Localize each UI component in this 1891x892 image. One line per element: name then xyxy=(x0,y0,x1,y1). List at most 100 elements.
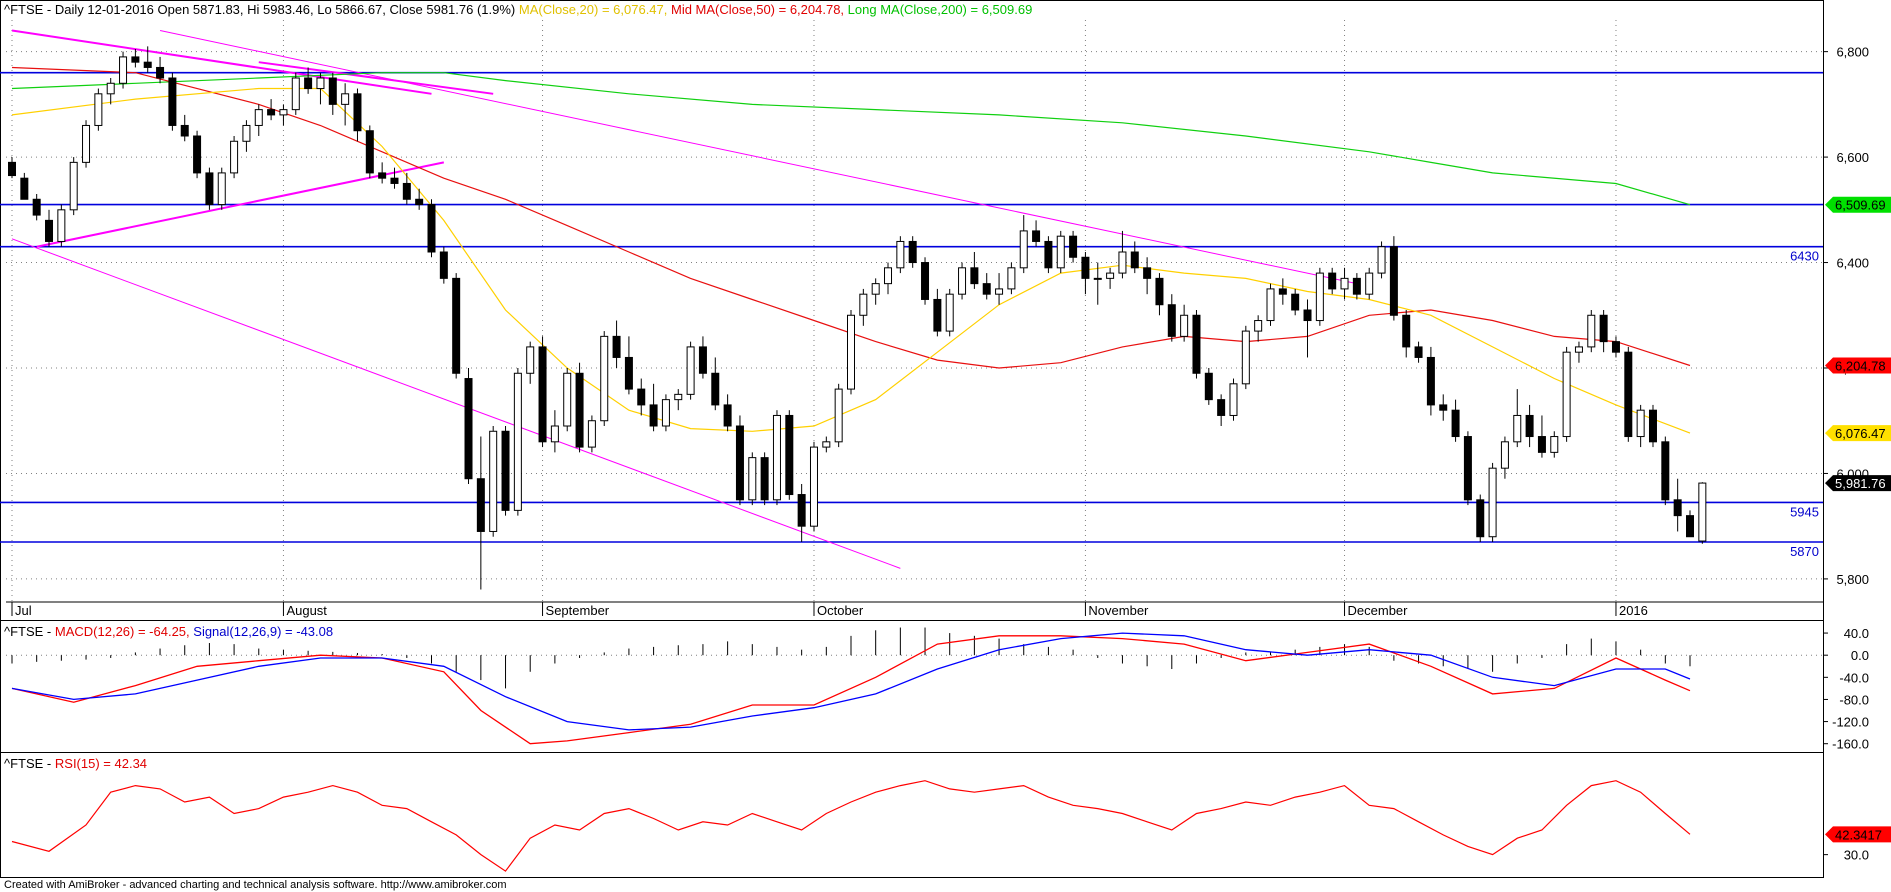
candle-body-up xyxy=(82,124,91,163)
candle xyxy=(230,136,239,179)
candle-body-up xyxy=(1365,272,1374,295)
candle xyxy=(933,288,942,337)
candle-body-up xyxy=(1488,467,1497,538)
value-tag: 42.3417 xyxy=(1825,826,1891,843)
candle-body-up xyxy=(1500,441,1509,469)
candle-body-down xyxy=(1143,267,1152,279)
candle-body-down xyxy=(785,414,794,496)
candle-body-down xyxy=(452,277,461,374)
candle xyxy=(649,383,658,432)
candle xyxy=(1636,404,1645,448)
candle-body-down xyxy=(45,219,54,242)
candle-body-down xyxy=(365,130,374,174)
candle xyxy=(20,172,29,200)
candle-body-down xyxy=(1599,314,1608,343)
value-tag-bg xyxy=(1825,475,1891,492)
candle-body-down xyxy=(378,172,387,179)
candle xyxy=(1414,341,1423,363)
price-tick-label: 6,800 xyxy=(1836,45,1869,60)
candle-body-down xyxy=(908,240,917,264)
candle-body-down xyxy=(797,494,806,527)
candle-body-down xyxy=(1192,314,1201,374)
candle-body-down xyxy=(353,93,362,132)
candle xyxy=(1648,404,1657,448)
candle xyxy=(1217,394,1226,426)
candle-body-down xyxy=(1291,293,1300,311)
candle-body-up xyxy=(513,372,522,511)
candle-body-up xyxy=(1340,277,1349,290)
macd-tick-label: -120.0 xyxy=(1832,715,1869,730)
candle xyxy=(1439,394,1448,421)
candle-body-down xyxy=(735,425,744,501)
candle xyxy=(1624,346,1633,442)
candle-body-up xyxy=(834,388,843,443)
candle-body-up xyxy=(958,267,967,295)
level-label: 6430 xyxy=(1790,249,1819,264)
level-label: 5945 xyxy=(1790,504,1819,519)
candle xyxy=(1278,278,1287,305)
hdr-macd-part-0: ^FTSE - xyxy=(4,624,55,639)
macd-tick-label: -80.0 xyxy=(1839,692,1869,707)
candle-body-down xyxy=(32,198,41,216)
candle xyxy=(921,257,930,305)
candle xyxy=(1673,478,1682,532)
candle-body-down xyxy=(304,77,313,90)
candle xyxy=(723,394,732,432)
candle xyxy=(267,99,276,121)
candle xyxy=(119,51,128,89)
candle xyxy=(1081,252,1090,295)
candle xyxy=(1155,273,1164,316)
signal-line xyxy=(11,632,1691,731)
candle xyxy=(476,436,485,590)
candle-body-up xyxy=(94,93,103,126)
candle xyxy=(501,426,510,516)
candle xyxy=(822,436,831,453)
month-label: September xyxy=(546,603,610,618)
candle xyxy=(674,389,683,411)
candle xyxy=(1192,310,1201,379)
candle xyxy=(1180,304,1189,342)
candle xyxy=(180,114,189,142)
candle xyxy=(587,415,596,453)
candle xyxy=(217,167,226,210)
rsi-frame xyxy=(0,752,1824,878)
candle xyxy=(538,336,547,448)
candle xyxy=(242,120,251,152)
value-tag: 6,509.69 xyxy=(1825,196,1891,213)
candle-body-down xyxy=(476,478,485,532)
candle-body-down xyxy=(624,356,633,390)
candle xyxy=(1661,436,1670,506)
candle xyxy=(193,130,202,179)
candle xyxy=(143,46,152,73)
candle-body-up xyxy=(945,293,954,332)
hdr-macd-part-1: MACD(12,26) = -64.25, xyxy=(55,624,190,639)
candle xyxy=(1106,267,1115,289)
candle xyxy=(1402,310,1411,358)
candle-body-down xyxy=(649,404,658,427)
candle xyxy=(563,368,572,432)
candle xyxy=(1291,288,1300,316)
value-tag-text: 42.3417 xyxy=(1835,827,1882,842)
candle-body-up xyxy=(1315,272,1324,322)
candle-body-up xyxy=(600,335,609,422)
candle-body-down xyxy=(1624,351,1633,438)
candle xyxy=(1118,230,1127,279)
candle-body-up xyxy=(217,172,226,206)
ma50-line xyxy=(11,66,1691,369)
candle-body-up xyxy=(896,240,905,269)
candle xyxy=(1303,299,1312,358)
value-tag: 6,204.78 xyxy=(1825,357,1891,374)
candle-body-down xyxy=(267,109,276,116)
hdr-main-part-3: Long MA(Close,200) = 6,509.69 xyxy=(844,2,1032,17)
candle-body-up xyxy=(106,82,115,95)
candle xyxy=(760,452,769,506)
hdr-rsi-part-1: RSI(15) = 42.34 xyxy=(55,756,147,771)
hdr-rsi-part-0: ^FTSE - xyxy=(4,756,55,771)
candle xyxy=(1513,389,1522,448)
macd-tick-label: -40.0 xyxy=(1839,670,1869,685)
candle-body-up xyxy=(489,430,498,532)
candle-body-up xyxy=(871,283,880,295)
footer-credit: Created with AmiBroker - advanced charti… xyxy=(4,879,507,891)
